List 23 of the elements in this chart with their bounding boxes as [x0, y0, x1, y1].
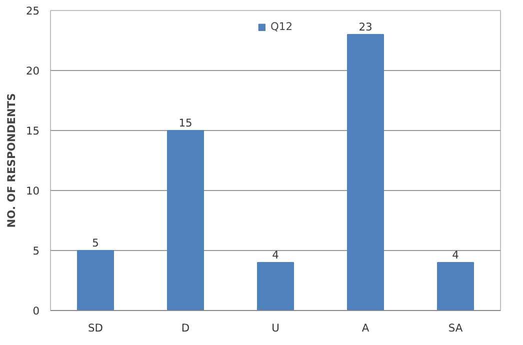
bar [257, 262, 294, 310]
y-tick-label: 0 [32, 304, 40, 318]
bar [167, 130, 204, 310]
data-label: 15 [178, 116, 192, 130]
x-tick-label: SD [88, 322, 103, 334]
x-tick-label: U [272, 322, 280, 334]
y-tick-label: 10 [26, 184, 40, 198]
y-tick-label: 5 [32, 244, 40, 258]
y-tick-label: 15 [26, 124, 40, 138]
y-tick-label: 20 [26, 64, 40, 78]
bar [77, 250, 114, 310]
x-tick-label: A [362, 322, 370, 334]
y-tick-label: 25 [26, 4, 40, 18]
y-axis-title: NO. OF RESPONDENTS [4, 93, 18, 228]
data-label: 5 [92, 236, 99, 250]
data-label: 4 [272, 248, 280, 262]
bar [347, 34, 384, 310]
legend-label: Q12 [270, 20, 292, 33]
x-tick-label: D [181, 322, 190, 334]
bar [437, 262, 474, 310]
data-label: 4 [452, 248, 460, 262]
x-tick-label: SA [448, 322, 464, 334]
data-label: 23 [358, 20, 372, 34]
